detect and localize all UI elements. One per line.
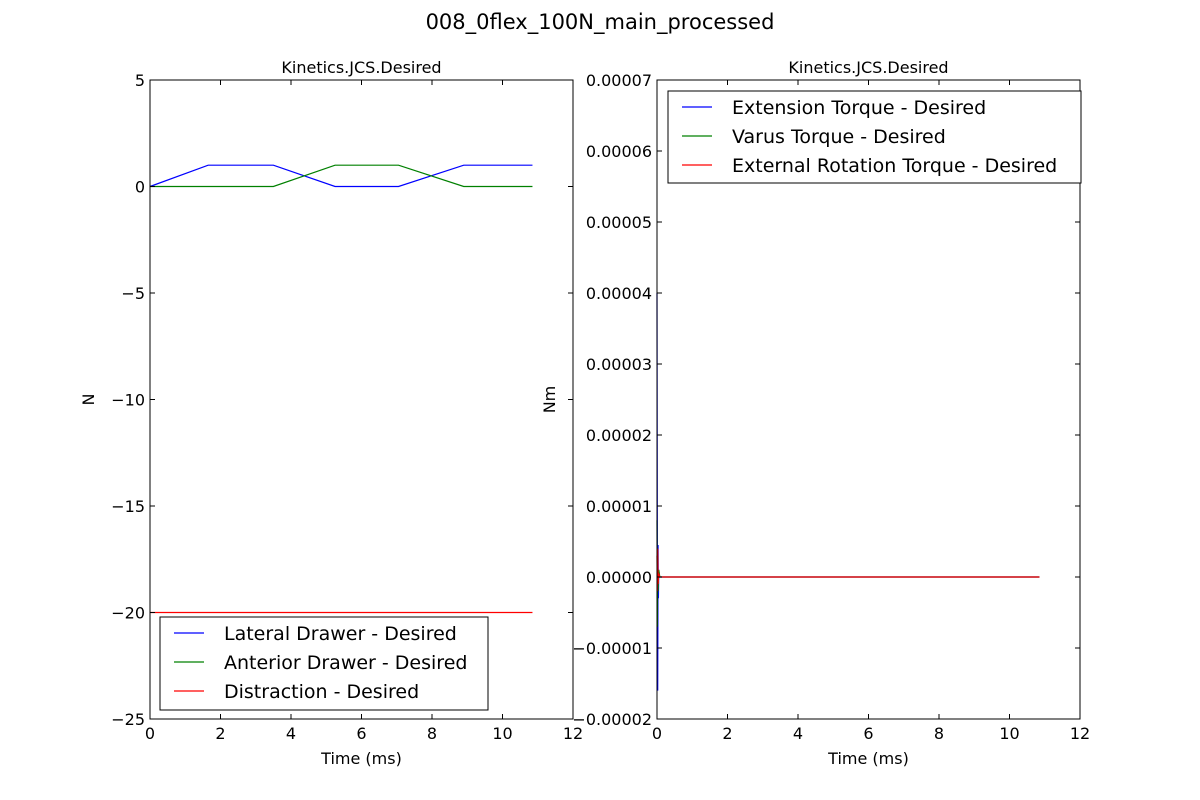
chart-panel-2: 0 2 4 6 8 10 12 0.00007 0.00006 0.00005 0.00004 0.0…	[540, 58, 1090, 768]
series-line-3	[656, 548, 1040, 592]
x-tick-label: 0	[145, 724, 155, 743]
legend-label: Extension Torque - Desired	[732, 97, 986, 119]
series-line-1	[656, 292, 1040, 691]
legend-label: External Rotation Torque - Desired	[732, 155, 1057, 177]
x-tick-label: 8	[427, 724, 437, 743]
legend-label: Anterior Drawer - Desired	[224, 652, 467, 674]
x-tick-label: 10	[999, 724, 1019, 743]
y-tick-label: −0.00001	[572, 639, 652, 658]
x-tick-label: 12	[1070, 724, 1090, 743]
y-tick-label: 0	[135, 178, 145, 197]
series-line-2	[656, 520, 1040, 627]
x-tick-label: 8	[934, 724, 944, 743]
y-tick-label: 0.00006	[586, 142, 652, 161]
y-tick-label: 0.00002	[586, 426, 652, 445]
y-tick-label: 0.00000	[586, 568, 652, 587]
y-tick-label: −25	[111, 710, 145, 729]
figure-title: 008_0flex_100N_main_processed	[425, 10, 775, 34]
y-tick-label: −5	[121, 284, 145, 303]
legend-box	[159, 616, 489, 711]
legend-label: Varus Torque - Desired	[732, 126, 946, 148]
y-tick-label: −10	[111, 391, 145, 410]
y-tick-label: −0.00002	[572, 710, 652, 729]
y-axis-label: N	[79, 394, 98, 406]
legend: Extension Torque - Desired Varus Torque -…	[667, 90, 1082, 184]
series-line-1	[149, 164, 533, 188]
series-line-2	[150, 164, 533, 188]
y-axis-label: Nm	[540, 386, 559, 414]
x-tick-label: 6	[356, 724, 366, 743]
legend-label: Lateral Drawer - Desired	[224, 623, 457, 645]
x-tick-label: 2	[215, 724, 225, 743]
axes-title: Kinetics.JCS.Desired	[788, 58, 948, 77]
y-tick-label: 0.00001	[586, 497, 652, 516]
axes-title: Kinetics.JCS.Desired	[281, 58, 441, 77]
y-tick-label: 0.00004	[586, 284, 652, 303]
x-tick-label: 0	[652, 724, 662, 743]
y-tick-label: 0.00003	[586, 355, 652, 374]
legend: Lateral Drawer - Desired Anterior Drawer …	[159, 616, 489, 711]
y-tick-label: 0.00005	[586, 213, 652, 232]
legend-label: Distraction - Desired	[224, 681, 419, 703]
chart-panel-1: 0 2 4 6 8 10 12 5 0 −5 −10 −15 −20 −25 Kinetics.JCS.De…	[79, 58, 583, 768]
y-tick-label: −15	[111, 497, 145, 516]
y-tick-label: 0.00007	[586, 71, 652, 90]
x-axis-label: Time (ms)	[827, 749, 909, 768]
x-tick-label: 2	[722, 724, 732, 743]
x-tick-label: 12	[563, 724, 583, 743]
x-tick-label: 10	[492, 724, 512, 743]
x-tick-label: 4	[793, 724, 803, 743]
y-tick-label: 5	[135, 71, 145, 90]
y-tick-label: −20	[111, 604, 145, 623]
legend-box	[667, 90, 1082, 184]
x-axis-label: Time (ms)	[320, 749, 402, 768]
x-tick-label: 4	[286, 724, 296, 743]
x-tick-label: 6	[863, 724, 873, 743]
